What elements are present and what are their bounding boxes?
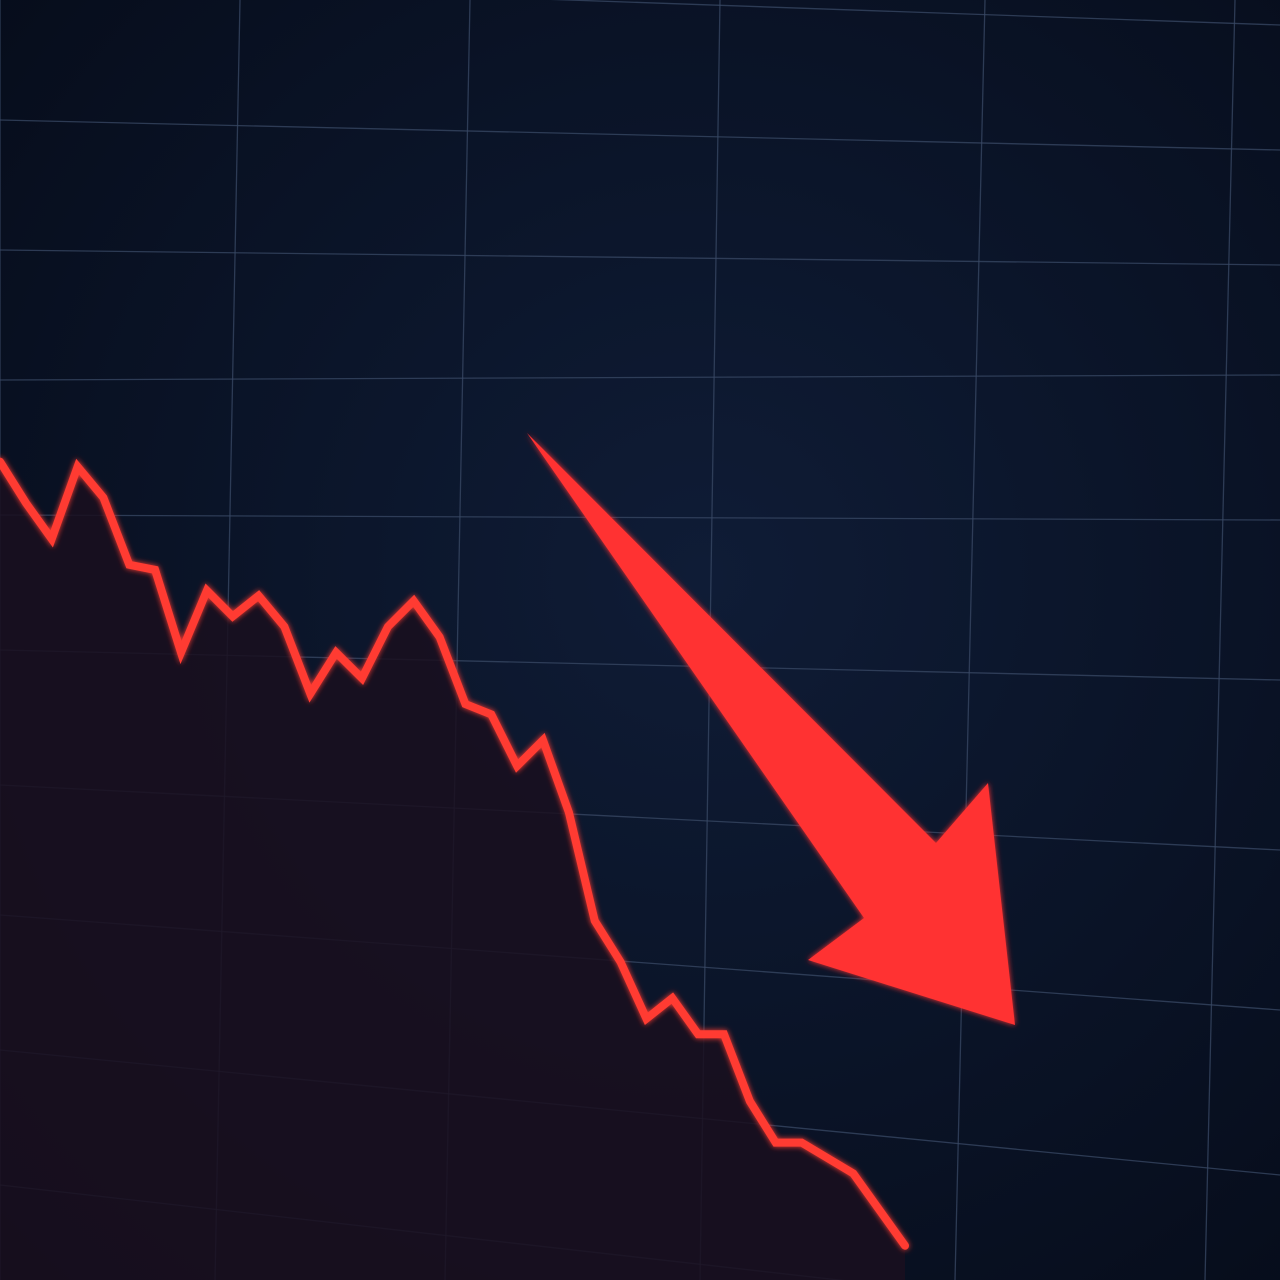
data-point — [642, 1015, 650, 1023]
grid-line-vertical — [954, 0, 986, 1280]
down-trend-arrow — [527, 433, 1015, 1025]
data-point — [513, 762, 521, 770]
data-point — [875, 1206, 883, 1214]
area-under-line — [0, 461, 905, 1280]
data-point — [849, 1170, 857, 1178]
data-point — [746, 1097, 754, 1105]
data-point — [125, 561, 133, 569]
grid-line-horizontal — [0, 249, 1280, 266]
data-point — [74, 463, 82, 471]
data-point — [823, 1154, 831, 1162]
grid-line-horizontal — [550, 0, 1280, 26]
data-point — [901, 1242, 909, 1250]
data-point — [617, 958, 625, 966]
annotations — [527, 433, 1015, 1025]
data-point — [203, 587, 211, 595]
data-point — [99, 494, 107, 502]
data-point — [22, 499, 30, 507]
data-point — [358, 674, 366, 682]
data-point — [229, 612, 237, 620]
grid-line-horizontal — [0, 374, 1280, 381]
data-point — [461, 700, 469, 708]
data-point — [306, 690, 314, 698]
series-line — [0, 457, 909, 1250]
data-point — [668, 994, 676, 1002]
data-point — [48, 535, 56, 543]
grid-line-horizontal — [0, 514, 1280, 521]
data-point — [539, 736, 547, 744]
data-point — [798, 1139, 806, 1147]
data-point — [384, 623, 392, 631]
data-point — [280, 623, 288, 631]
data-point — [255, 592, 263, 600]
grid-line-horizontal — [0, 119, 1280, 151]
area-fill — [0, 461, 905, 1280]
data-point — [694, 1030, 702, 1038]
grid-line-vertical — [1204, 0, 1236, 1280]
data-point — [332, 649, 340, 657]
series-line-path — [0, 457, 909, 1250]
data-point — [565, 808, 573, 816]
data-point — [436, 633, 444, 641]
data-point — [720, 1030, 728, 1038]
data-point — [591, 917, 599, 925]
data-point — [177, 649, 185, 657]
data-point — [410, 597, 418, 605]
data-point — [151, 566, 159, 574]
data-point — [487, 710, 495, 718]
data-point — [772, 1139, 780, 1147]
